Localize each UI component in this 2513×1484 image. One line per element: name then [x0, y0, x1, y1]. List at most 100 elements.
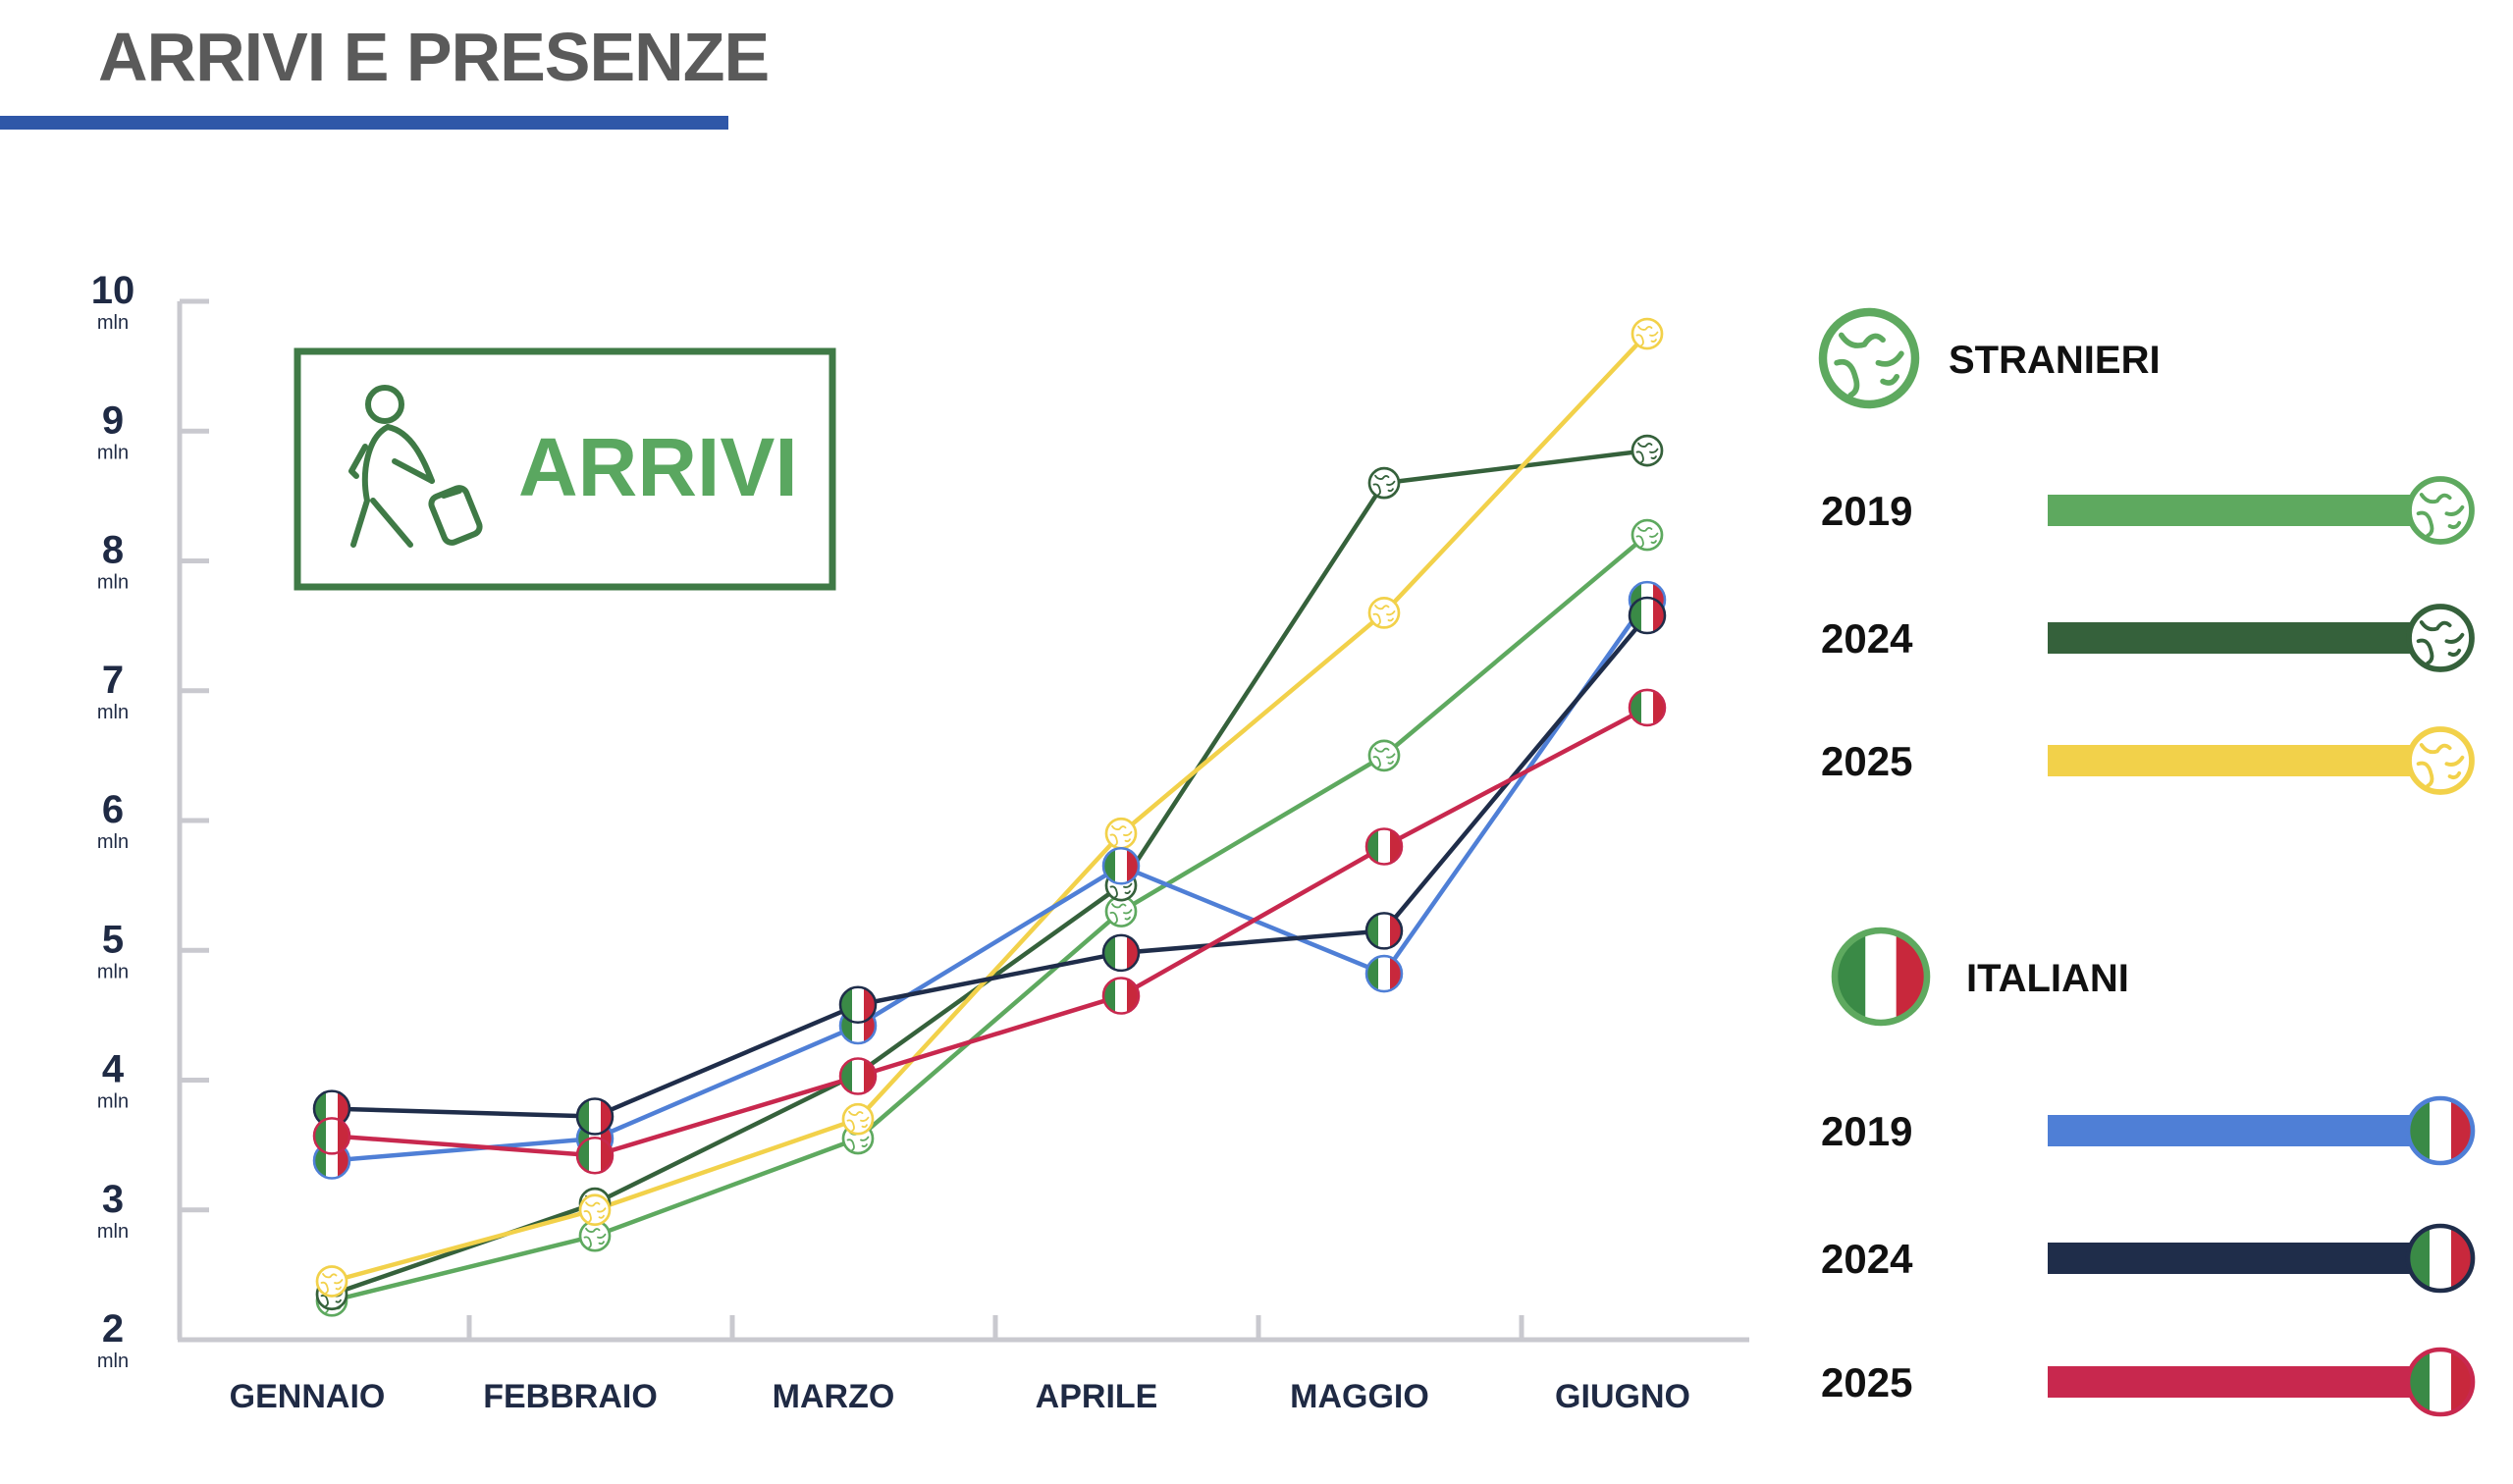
data-point-stranieri-2025	[1104, 817, 1138, 850]
legend-swatch-bar	[2048, 495, 2440, 526]
legend-swatch-flag-icon	[2405, 1223, 2476, 1294]
y-tick-unit: mln	[97, 1351, 129, 1372]
title-underline	[0, 116, 728, 130]
legend-group-stranieri: STRANIERI 2019 2024 2025	[1818, 307, 2475, 795]
x-tick-label: MAGGIO	[1290, 1378, 1429, 1415]
x-tick-label: GIUGNO	[1555, 1378, 1690, 1415]
y-tick-unit: mln	[97, 572, 129, 594]
legend-group-title: STRANIERI	[1949, 339, 2161, 382]
x-tick: FEBBRAIO	[466, 1315, 658, 1415]
data-point-italiani-2025	[1364, 827, 1404, 866]
legend-swatch-globe-icon	[2406, 476, 2475, 545]
x-tick: GENNAIO	[230, 1378, 386, 1415]
x-tick: GIUGNO	[1519, 1315, 1690, 1415]
arrivi-label: ARRIVI	[518, 421, 798, 513]
y-tick-unit: mln	[97, 442, 129, 463]
data-point-stranieri-2025	[1367, 597, 1401, 629]
y-tick-label: 2	[102, 1307, 124, 1351]
legend-swatch-bar	[2048, 1243, 2440, 1274]
traveler-with-suitcase-icon	[348, 385, 483, 548]
data-point-italiani-2025	[312, 1117, 351, 1155]
legend-swatch-globe-icon	[2406, 726, 2475, 795]
legend-entry-stranieri-2025: 2025	[1821, 726, 2475, 795]
x-tick: MAGGIO	[1256, 1315, 1429, 1415]
data-point-italiani-2025	[575, 1136, 615, 1175]
legend-swatch-bar	[2048, 1115, 2440, 1146]
series-line-italiani-2019	[329, 597, 1650, 1163]
legend-swatch-flag-icon	[2405, 1095, 2476, 1166]
x-tick-label: APRILE	[1036, 1378, 1158, 1415]
series-markers	[312, 317, 1667, 1317]
legend-year-label: 2025	[1821, 1359, 1912, 1405]
y-tick-unit: mln	[97, 702, 129, 723]
data-point-stranieri-2019	[1367, 739, 1401, 772]
legend-swatch-bar	[2048, 622, 2440, 654]
legend-year-label: 2024	[1821, 1236, 1913, 1282]
legend-year-label: 2025	[1821, 738, 1912, 784]
data-point-italiani-2024	[838, 985, 878, 1025]
legend-entry-stranieri-2019: 2019	[1821, 476, 2475, 545]
y-tick-label: 4	[102, 1048, 125, 1091]
data-point-italiani-2025	[1101, 977, 1141, 1015]
y-tick-unit: mln	[97, 1221, 129, 1243]
legend-swatch-flag-icon	[2405, 1347, 2476, 1417]
y-tick-label: 8	[102, 529, 124, 572]
legend-entry-italiani-2019: 2019	[1821, 1095, 2476, 1166]
data-point-italiani-2024	[1101, 933, 1141, 973]
data-point-stranieri-2025	[1631, 317, 1664, 350]
x-tick: MARZO	[729, 1315, 895, 1415]
legend-italian-flag-icon	[1831, 927, 1931, 1027]
legend-group-italiani: ITALIANI 2019 2024 2025	[1821, 927, 2476, 1417]
legend-year-label: 2019	[1821, 488, 1912, 534]
y-tick-unit: mln	[97, 831, 129, 853]
series-line-italiani-2025	[329, 705, 1650, 1158]
data-point-stranieri-2025	[578, 1193, 612, 1227]
data-point-italiani-2019	[1364, 954, 1404, 993]
legend-globe-icon	[1818, 307, 1920, 409]
series-line-italiani-2024	[329, 612, 1650, 1119]
data-point-italiani-2025	[1628, 688, 1667, 727]
y-tick-unit: mln	[97, 961, 129, 982]
data-point-stranieri-2025	[315, 1265, 348, 1298]
y-tick-unit: mln	[97, 312, 129, 334]
data-point-stranieri-2025	[841, 1102, 875, 1136]
series-line-stranieri-2019	[329, 532, 1650, 1303]
x-tick: APRILE	[992, 1315, 1158, 1415]
page-title: ARRIVI E PRESENZE	[98, 19, 770, 95]
legend: STRANIERI 2019 2024 2025 ITALIANI 2019 2024 202…	[1818, 307, 2476, 1417]
x-ticks: GENNAIO FEBBRAIO MARZO APRILE MAGGIO GIUGNO	[230, 1315, 1690, 1415]
legend-entry-italiani-2025: 2025	[1821, 1347, 2476, 1417]
legend-entry-stranieri-2024: 2024	[1821, 604, 2475, 672]
legend-year-label: 2019	[1821, 1108, 1912, 1154]
legend-swatch-globe-icon	[2406, 604, 2475, 672]
arrivi-panel: ARRIVI	[294, 347, 836, 591]
legend-swatch-bar	[2048, 1366, 2440, 1398]
y-tick-label: 3	[102, 1178, 124, 1221]
data-point-italiani-2019	[1101, 847, 1141, 885]
y-tick-label: 7	[102, 659, 124, 702]
legend-group-title: ITALIANI	[1966, 957, 2129, 1000]
legend-entry-italiani-2024: 2024	[1821, 1223, 2476, 1294]
series-line-stranieri-2025	[329, 331, 1650, 1284]
data-point-italiani-2025	[838, 1057, 878, 1095]
series-lines	[329, 331, 1650, 1303]
data-point-stranieri-2024	[1367, 466, 1401, 500]
data-point-italiani-2024	[575, 1097, 615, 1136]
x-tick-label: FEBBRAIO	[483, 1378, 658, 1415]
y-tick-label: 6	[102, 788, 124, 831]
y-tick-unit: mln	[97, 1091, 129, 1113]
x-tick-label: MARZO	[773, 1378, 895, 1415]
legend-year-label: 2024	[1821, 615, 1913, 662]
data-point-italiani-2024	[1628, 596, 1667, 635]
y-tick-label: 9	[102, 398, 124, 442]
